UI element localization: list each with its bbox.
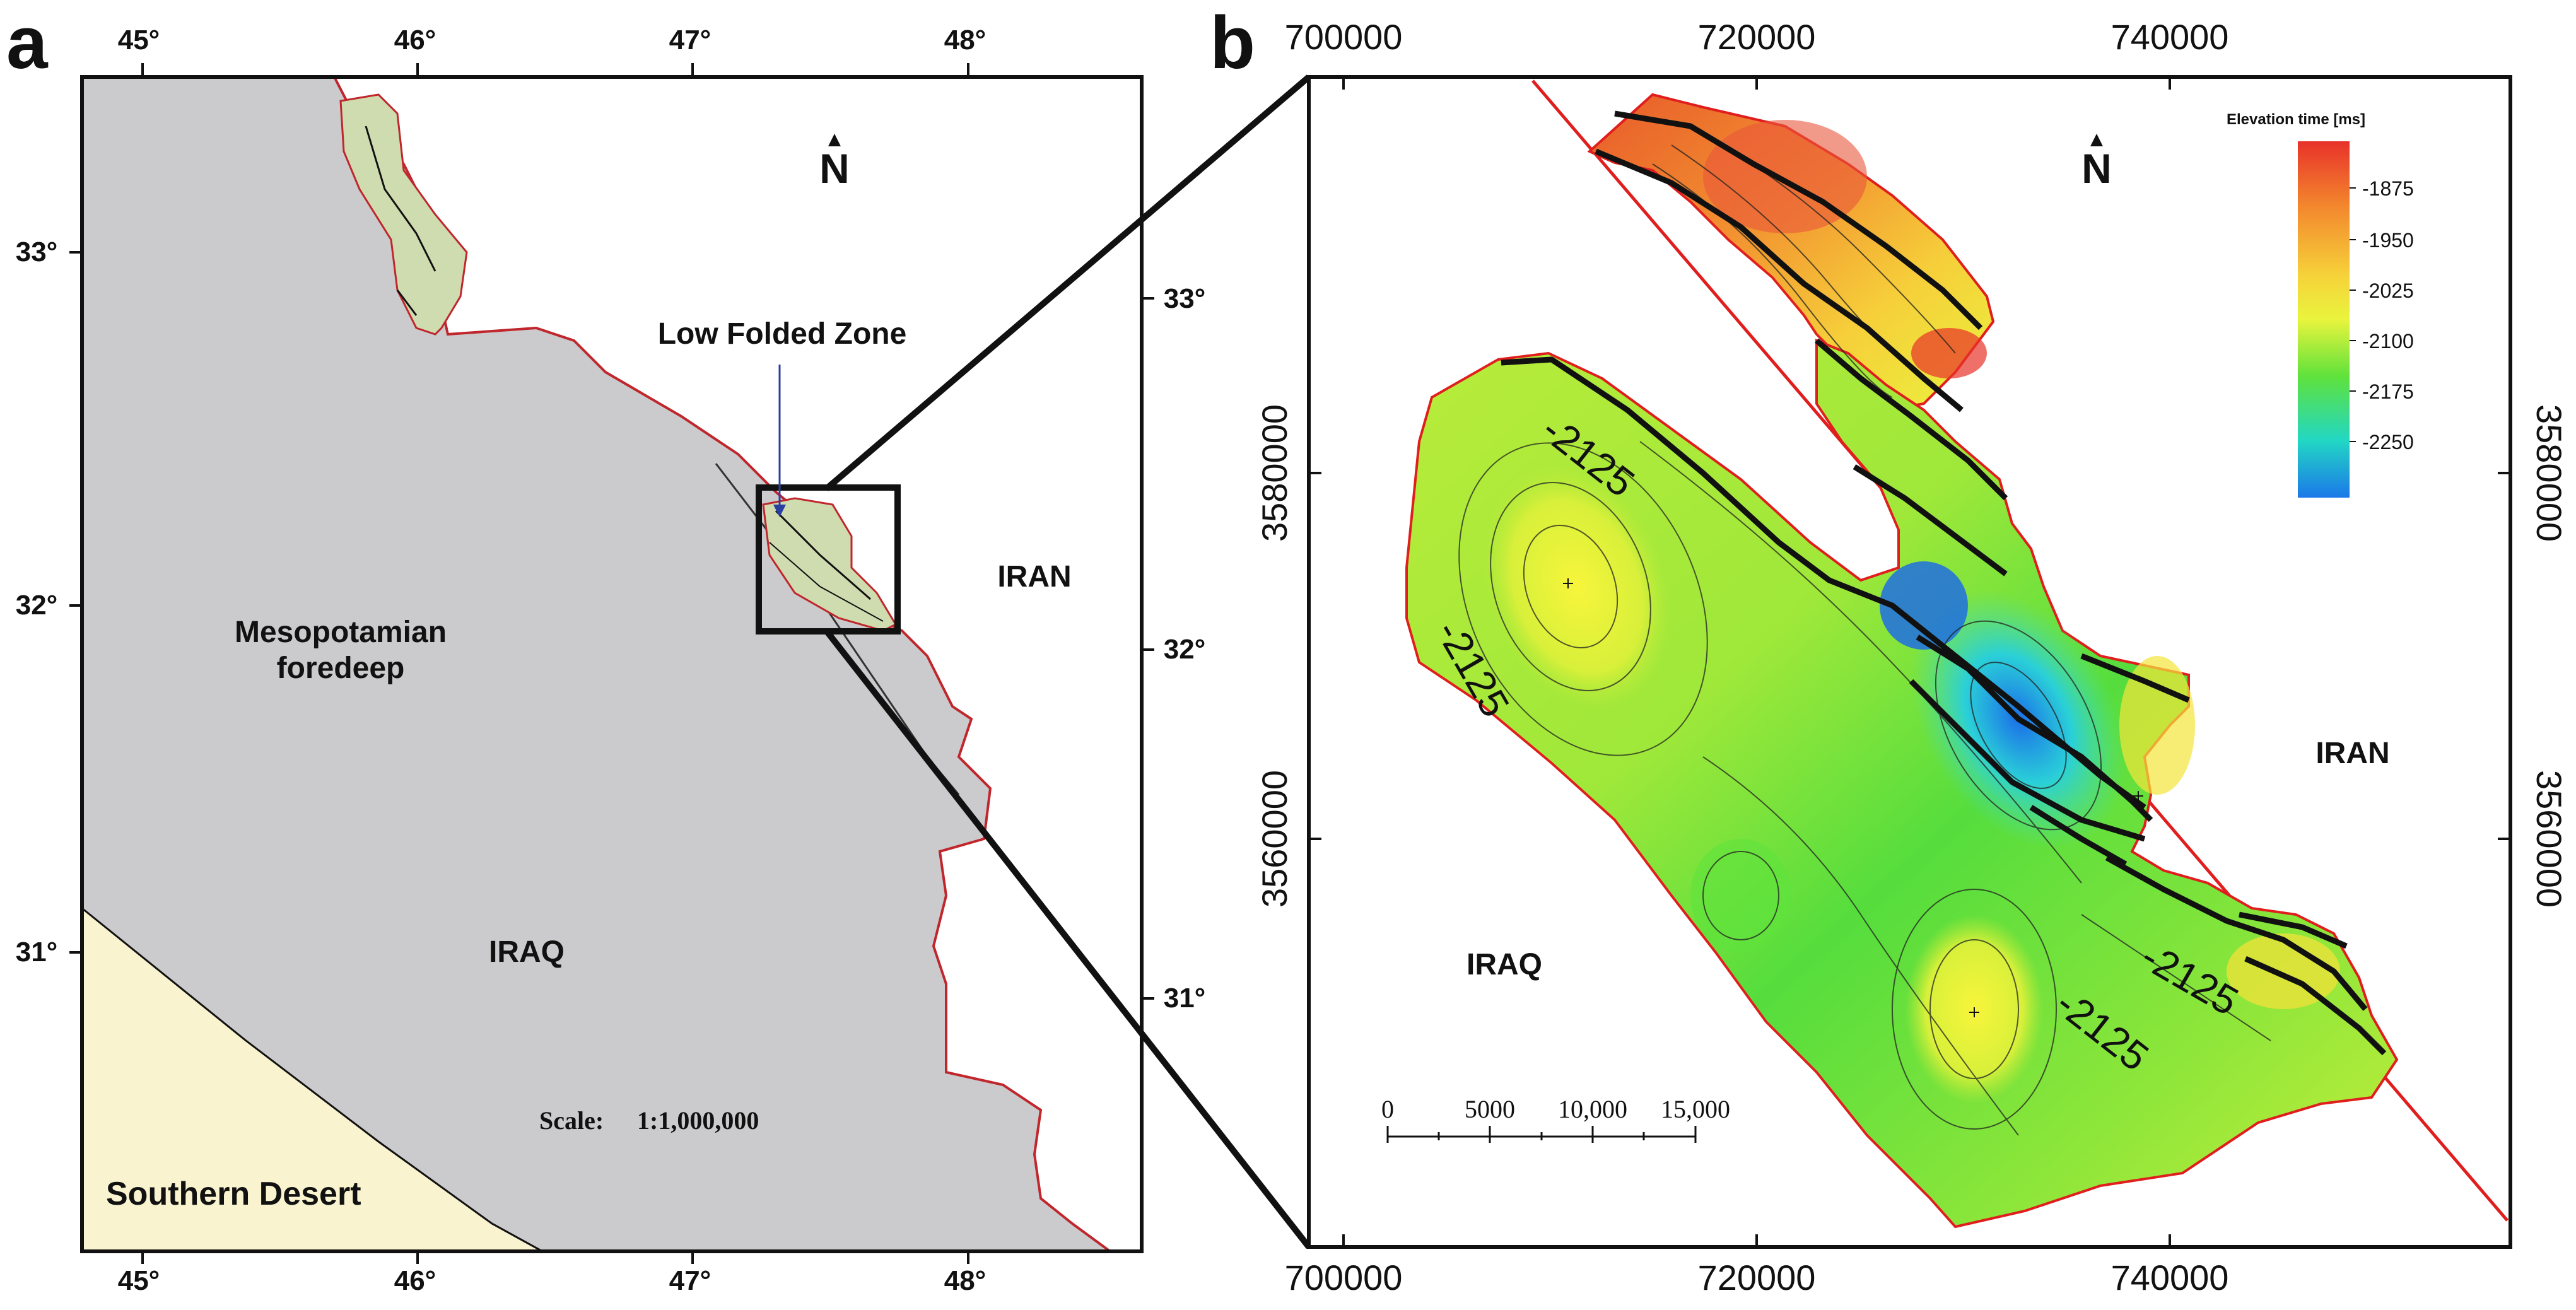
- b-right-tick: 3580000: [2529, 404, 2569, 542]
- well-markers: [1563, 578, 2143, 1017]
- a-north-label: N: [819, 145, 850, 192]
- southern-desert-area: [82, 907, 543, 1251]
- panel-b-letter: b: [1210, 1, 1255, 85]
- scale-label: Scale:: [539, 1106, 604, 1135]
- fault-lines: [1501, 110, 2387, 1056]
- a-bottom-tick: 48°: [944, 1265, 986, 1296]
- elevation-legend: Elevation time [ms] -1875 -1950 -2025 -2…: [2227, 111, 2414, 498]
- scale-bar: 0 5000 10,000 15,000: [1381, 1095, 1730, 1143]
- legend-title: Elevation time [ms]: [2227, 111, 2365, 128]
- north-arrow-icon: [828, 134, 841, 146]
- a-top-tick: 46°: [394, 25, 436, 56]
- legend-tick: -2175: [2362, 380, 2414, 403]
- panel-b-map: -2125 -2125 -2125 -2125 0: [1309, 77, 2510, 1247]
- zone-arrow-icon: [773, 505, 786, 517]
- b-north-label: N: [2081, 145, 2112, 192]
- b-left-tick: 3580000: [1255, 404, 1294, 542]
- b-bottom-tick: 740000: [2111, 1258, 2229, 1297]
- a-bottom-tick: 47°: [669, 1265, 711, 1296]
- panel-a-labels: N Low Folded Zone IRAN Mesopotamian fore…: [106, 134, 1072, 1212]
- b-top-tick: 720000: [1698, 17, 1816, 57]
- panel-a-map: [82, 77, 1142, 1251]
- connector-line-top: [824, 74, 1311, 491]
- a-right-tick: 32°: [1164, 634, 1206, 665]
- scale-bar-label: 10,000: [1558, 1095, 1627, 1123]
- legend-tick: -2025: [2362, 279, 2414, 302]
- panel-a-letter: a: [6, 1, 49, 85]
- panel-a-ticks: [69, 63, 1154, 1264]
- a-right-tick: 31°: [1164, 983, 1206, 1014]
- scale-bar-label: 15,000: [1661, 1095, 1730, 1123]
- north-arrow-icon: [2090, 134, 2103, 146]
- a-bottom-tick: 46°: [394, 1265, 436, 1296]
- panel-a-tick-labels: 45° 46° 47° 48° 45° 46° 47° 48° 33° 32° …: [16, 25, 1206, 1296]
- a-left-tick: 33°: [16, 237, 58, 267]
- a-iraq-label: IRAQ: [489, 935, 565, 969]
- b-right-tick: 3560000: [2529, 770, 2569, 908]
- a-left-tick: 31°: [16, 937, 58, 968]
- legend-tick: -1950: [2362, 229, 2414, 252]
- a-left-tick: 32°: [16, 590, 58, 621]
- connector-line-bottom: [824, 628, 1311, 1249]
- legend-tick: -2100: [2362, 330, 2414, 353]
- southern-desert-label: Southern Desert: [106, 1176, 361, 1212]
- a-top-tick: 47°: [669, 25, 711, 56]
- international-border: [333, 77, 1111, 1251]
- b-left-tick: 3560000: [1255, 770, 1294, 908]
- iraq-territory: [82, 77, 1110, 1251]
- b-top-tick: 740000: [2111, 17, 2229, 57]
- panel-a-frame: [80, 75, 1144, 1253]
- panel-b-ticks: [1309, 77, 2510, 1247]
- b-iran-label: IRAN: [2315, 737, 2389, 770]
- a-top-tick: 45°: [118, 25, 160, 56]
- a-bottom-tick: 45°: [118, 1265, 160, 1296]
- scale-bar-label: 0: [1381, 1095, 1394, 1123]
- foredeep-label: foredeep: [277, 652, 405, 685]
- mesopotamian-label: Mesopotamian: [235, 616, 447, 649]
- a-right-tick: 33°: [1164, 283, 1206, 314]
- legend-tick: -2250: [2362, 431, 2414, 453]
- legend-tick: -1875: [2362, 177, 2414, 200]
- panel-b-frame: [1307, 75, 2512, 1249]
- b-top-tick: 700000: [1285, 17, 1403, 57]
- panel-b-tick-labels: 700000 720000 740000 700000 720000 74000…: [1255, 17, 2569, 1297]
- b-iraq-label: IRAQ: [1467, 948, 1542, 981]
- low-folded-zone-label: Low Folded Zone: [658, 317, 907, 351]
- contour-lines: [1458, 132, 2271, 1136]
- b-bottom-tick: 700000: [1285, 1258, 1403, 1297]
- a-top-tick: 48°: [944, 25, 986, 56]
- a-iran-label: IRAN: [997, 560, 1071, 594]
- scale-bar-label: 5000: [1465, 1095, 1515, 1123]
- b-bottom-tick: 720000: [1698, 1258, 1816, 1297]
- scale-value: 1:1,000,000: [637, 1106, 759, 1135]
